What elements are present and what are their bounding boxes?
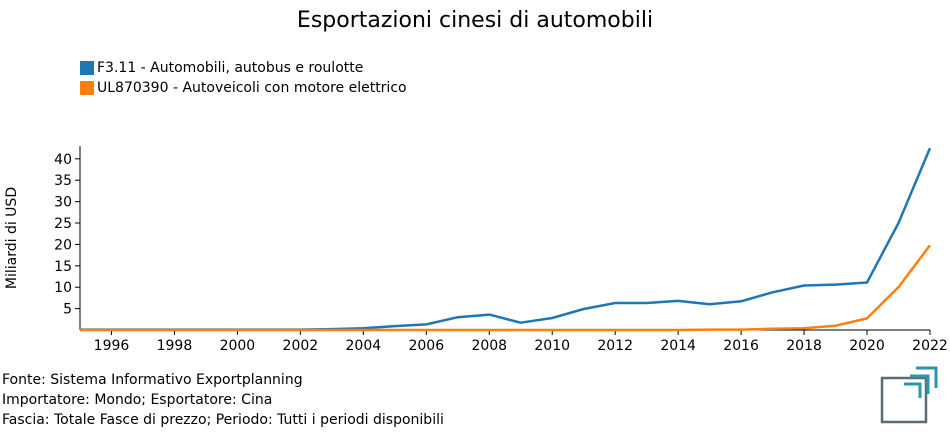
x-tick-label: 2004 — [346, 338, 382, 354]
y-tick-label: 35 — [54, 173, 72, 189]
y-tick-label: 15 — [54, 259, 72, 275]
footer-source: Fonte: Sistema Informativo Exportplannin… — [2, 372, 303, 388]
legend-item-ul870390[interactable]: UL870390 - Autoveicoli con motore elettr… — [80, 78, 407, 98]
footer-range: Fascia: Totale Fasce di prezzo; Periodo:… — [2, 412, 444, 428]
x-tick-label: 1996 — [94, 338, 130, 354]
chart-title: Esportazioni cinesi di automobili — [296, 8, 654, 33]
series-line-f311 — [80, 147, 932, 331]
x-tick-label: 2002 — [283, 338, 319, 354]
x-tick-label: 2006 — [408, 338, 444, 354]
legend-swatch-f311 — [80, 61, 94, 75]
y-tick-label: 30 — [54, 195, 72, 211]
legend-item-f311[interactable]: F3.11 - Automobili, autobus e roulotte — [80, 58, 407, 78]
legend-label-f311: F3.11 - Automobili, autobus e roulotte — [97, 60, 364, 76]
x-tick-label: 2020 — [849, 338, 885, 354]
y-tick-label: 5 — [63, 302, 72, 318]
x-tick-label: 2018 — [786, 338, 822, 354]
legend-label-ul870390: UL870390 - Autoveicoli con motore elettr… — [97, 80, 407, 96]
legend: F3.11 - Automobili, autobus e roulotte U… — [80, 58, 407, 98]
x-tick-label: 2000 — [220, 338, 256, 354]
x-tick-label: 2016 — [723, 338, 759, 354]
series-line-ul870390 — [80, 244, 931, 332]
x-tick-label: 2022 — [912, 338, 948, 354]
y-axis-label: Miliardi di USD — [4, 187, 20, 289]
y-tick-label: 10 — [54, 280, 72, 296]
x-tick-label: 2012 — [597, 338, 633, 354]
y-tick-label: 40 — [54, 152, 72, 168]
y-tick-label: 25 — [54, 216, 72, 232]
exportplanning-logo-icon — [880, 366, 938, 424]
x-tick-label: 2008 — [471, 338, 507, 354]
footer-importer: Importatore: Mondo; Esportatore: Cina — [2, 392, 273, 408]
x-tick-label: 2014 — [660, 338, 696, 354]
x-tick-label: 2010 — [534, 338, 570, 354]
x-tick-label: 1998 — [157, 338, 193, 354]
legend-swatch-ul870390 — [80, 81, 94, 95]
y-tick-label: 20 — [54, 237, 72, 253]
footer-notes: Fonte: Sistema Informativo Exportplannin… — [2, 370, 444, 430]
